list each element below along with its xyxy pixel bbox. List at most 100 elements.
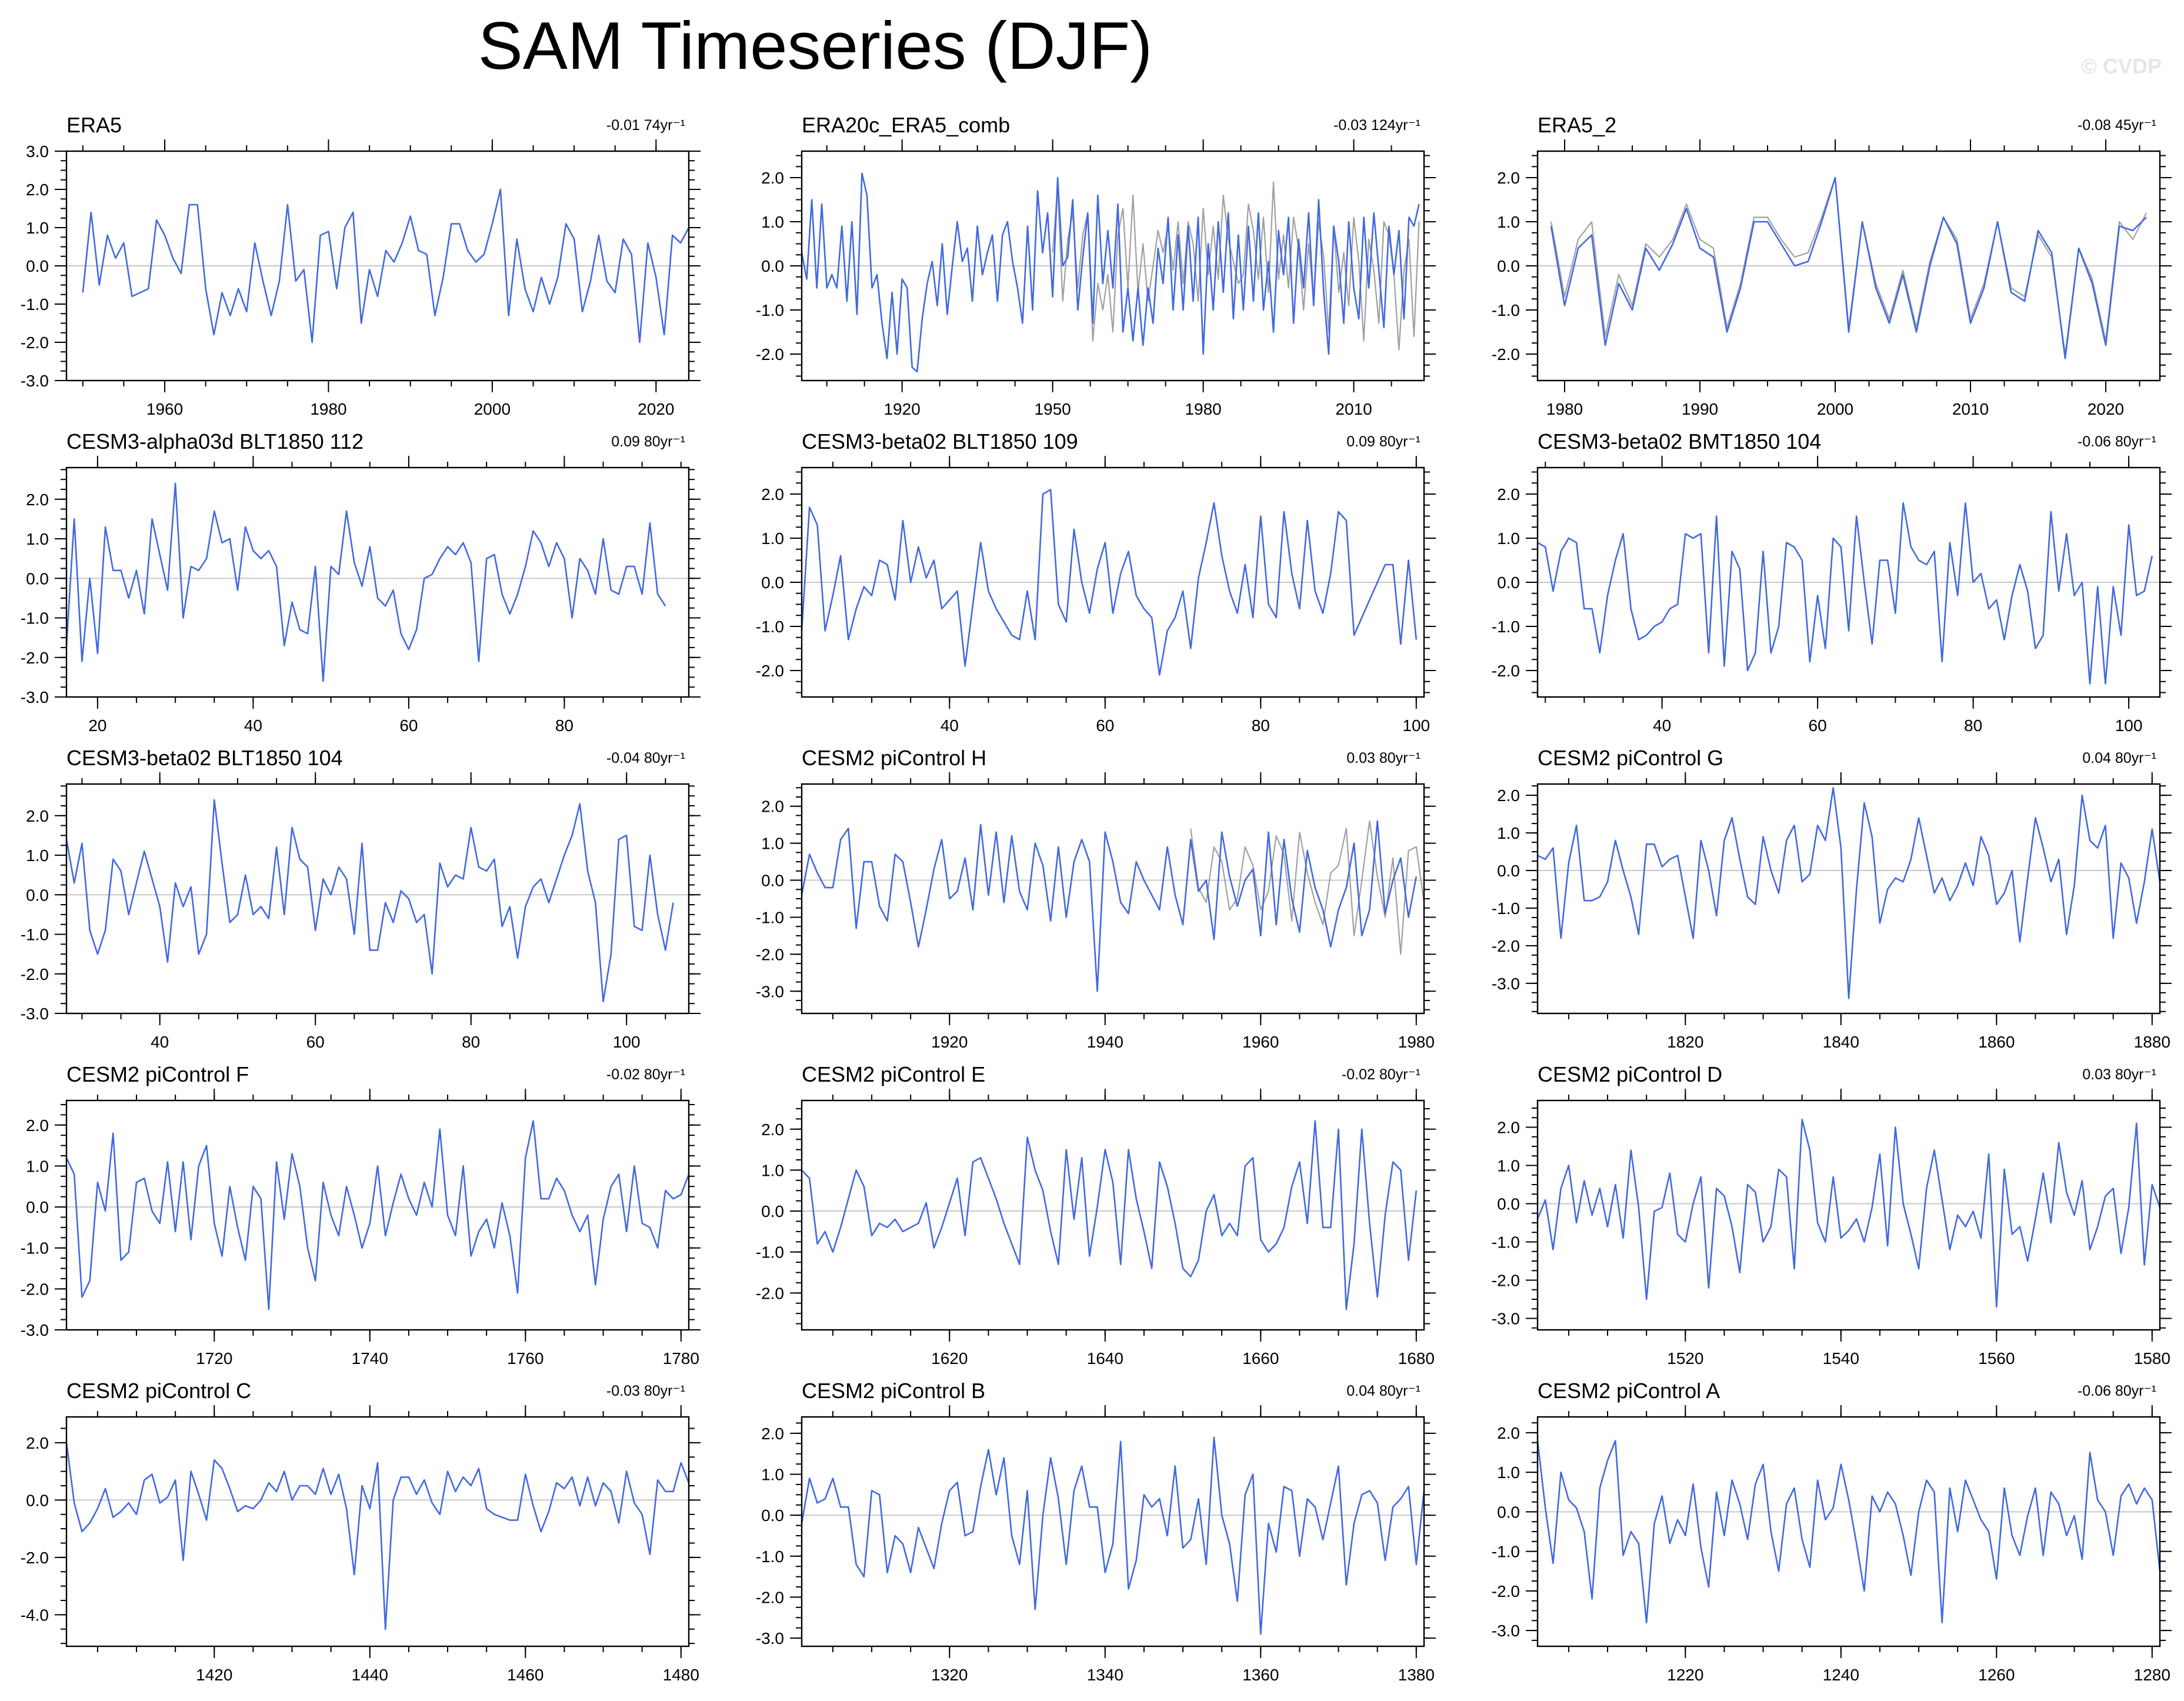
y-tick-label: 1.0 <box>761 529 784 548</box>
panel-trend: -0.01 74yr⁻¹ <box>606 117 685 134</box>
y-tick-label: -3.0 <box>1492 1310 1520 1328</box>
plot-frame <box>1536 150 2161 382</box>
y-tick-label: -2.0 <box>1492 662 1520 680</box>
y-tick-label: -2.0 <box>21 965 49 983</box>
x-tick-label: 1440 <box>352 1666 388 1684</box>
panel-10: CESM2 piControl E -0.02 80yr⁻¹ 1620 1640 166… <box>756 1062 1436 1368</box>
x-tick-label: 1320 <box>931 1666 968 1684</box>
x-tick-label: 1640 <box>1087 1349 1123 1368</box>
plot-frame <box>1536 1416 2161 1647</box>
panel-trend: -0.03 80yr⁻¹ <box>606 1383 685 1399</box>
y-tick-label: 2.0 <box>1497 169 1520 187</box>
x-tick-label: 1240 <box>1823 1666 1859 1684</box>
plot-frame <box>65 150 690 382</box>
sam-series-line <box>65 1442 690 1630</box>
panel-14: CESM2 piControl A -0.06 80yr⁻¹ 1220 1240 126… <box>1492 1379 2172 1684</box>
x-tick-label: 1860 <box>1978 1033 2015 1051</box>
panel-trend: 0.03 80yr⁻¹ <box>1346 750 1421 766</box>
plot-frame <box>65 783 690 1015</box>
sam-series-line <box>82 188 690 343</box>
y-tick-label: 0.0 <box>26 1198 49 1216</box>
plot-frame <box>1536 466 2161 698</box>
plot-frame <box>1536 1099 2161 1331</box>
y-tick-label: -2.0 <box>1492 1272 1520 1290</box>
y-tick-label: -3.0 <box>21 1005 49 1023</box>
panel-12: CESM2 piControl C -0.03 80yr⁻¹ 1420 1440 146… <box>21 1379 701 1684</box>
panel-11: CESM2 piControl D 0.03 80yr⁻¹ 1520 1540 1560… <box>1492 1062 2172 1368</box>
x-tick-label: 80 <box>462 1033 480 1051</box>
x-tick-label: 2000 <box>474 400 511 418</box>
y-tick-label: 0.0 <box>26 569 49 588</box>
x-tick-label: 40 <box>1653 716 1671 735</box>
y-tick-label: 2.0 <box>26 1116 49 1135</box>
y-tick-label: 1.0 <box>1497 1463 1520 1482</box>
y-tick-label: 2.0 <box>26 807 49 825</box>
panel-13: CESM2 piControl B 0.04 80yr⁻¹ 1320 1340 1360… <box>756 1379 1436 1684</box>
y-tick-label: 0.0 <box>26 886 49 904</box>
x-tick-label: 1960 <box>1242 1033 1279 1051</box>
y-tick-label: -2.0 <box>21 333 49 352</box>
y-tick-label: -2.0 <box>21 1280 49 1298</box>
panel-trend: 0.03 80yr⁻¹ <box>2082 1066 2156 1083</box>
y-tick-label: -1.0 <box>1492 618 1520 636</box>
plot-frame <box>65 1416 690 1647</box>
sam-series-line <box>801 1436 1425 1635</box>
y-tick-label: -3.0 <box>1492 975 1520 993</box>
y-tick-label: 2.0 <box>1497 1119 1520 1137</box>
y-tick-label: 2.0 <box>761 1120 784 1139</box>
y-tick-label: -3.0 <box>756 982 784 1000</box>
x-tick-label: 40 <box>941 716 959 735</box>
y-tick-label: -2.0 <box>21 649 49 667</box>
x-tick-label: 2010 <box>1335 400 1372 418</box>
y-tick-label: -3.0 <box>756 1629 784 1647</box>
x-tick-label: 1820 <box>1667 1033 1703 1051</box>
sam-series-line <box>1537 502 2153 685</box>
x-tick-label: 40 <box>151 1033 169 1051</box>
x-tick-label: 1340 <box>1087 1666 1123 1684</box>
y-tick-label: 0.0 <box>1497 1503 1520 1521</box>
plot-frame <box>801 466 1425 698</box>
x-tick-label: 1720 <box>196 1349 232 1368</box>
x-tick-label: 2020 <box>2088 400 2124 418</box>
x-tick-label: 1980 <box>1398 1033 1435 1051</box>
x-tick-label: 1520 <box>1667 1349 1703 1368</box>
x-tick-label: 1960 <box>146 400 183 418</box>
x-tick-label: 80 <box>1252 716 1270 735</box>
x-tick-label: 1740 <box>352 1349 388 1368</box>
plot-frame <box>1536 783 2161 1015</box>
y-tick-label: 1.0 <box>1497 824 1520 842</box>
x-tick-label: 1220 <box>1667 1666 1703 1684</box>
sam-series-line <box>65 482 666 682</box>
y-tick-label: -2.0 <box>756 1284 784 1302</box>
x-tick-label: 80 <box>555 716 573 735</box>
panel-title: CESM2 piControl H <box>802 746 986 770</box>
y-tick-label: -1.0 <box>756 1243 784 1262</box>
panel-trend: -0.04 80yr⁻¹ <box>606 750 685 766</box>
y-tick-label: -1.0 <box>1492 301 1520 319</box>
x-tick-label: 1950 <box>1034 400 1071 418</box>
x-tick-label: 1980 <box>310 400 346 418</box>
y-tick-label: -2.0 <box>756 945 784 963</box>
y-tick-label: -1.0 <box>756 908 784 926</box>
x-tick-label: 1920 <box>931 1033 968 1051</box>
x-tick-label: 60 <box>1809 716 1827 735</box>
plot-frame <box>801 1416 1425 1647</box>
panel-8: CESM2 piControl G 0.04 80yr⁻¹ 1820 1840 1860… <box>1492 746 2172 1051</box>
panel-trend: -0.02 80yr⁻¹ <box>606 1066 685 1083</box>
panel-trend: -0.06 80yr⁻¹ <box>2078 1383 2156 1399</box>
x-tick-label: 1460 <box>507 1666 544 1684</box>
x-tick-label: 1380 <box>1398 1666 1435 1684</box>
panel-title: CESM3-alpha03d BLT1850 112 <box>66 429 364 453</box>
x-tick-label: 40 <box>244 716 262 735</box>
x-tick-label: 60 <box>306 1033 325 1051</box>
y-tick-label: -1.0 <box>21 295 49 313</box>
x-tick-label: 20 <box>88 716 106 735</box>
sam-series-line <box>1536 1440 2161 1623</box>
panel-trend: 0.09 80yr⁻¹ <box>1346 433 1421 450</box>
panel-title: ERA5 <box>66 113 122 137</box>
y-tick-label: -1.0 <box>1492 1233 1520 1252</box>
y-tick-label: 0.0 <box>761 1202 784 1220</box>
y-tick-label: 1.0 <box>761 1466 784 1484</box>
y-tick-label: 0.0 <box>761 1506 784 1525</box>
plot-frame <box>801 150 1425 382</box>
